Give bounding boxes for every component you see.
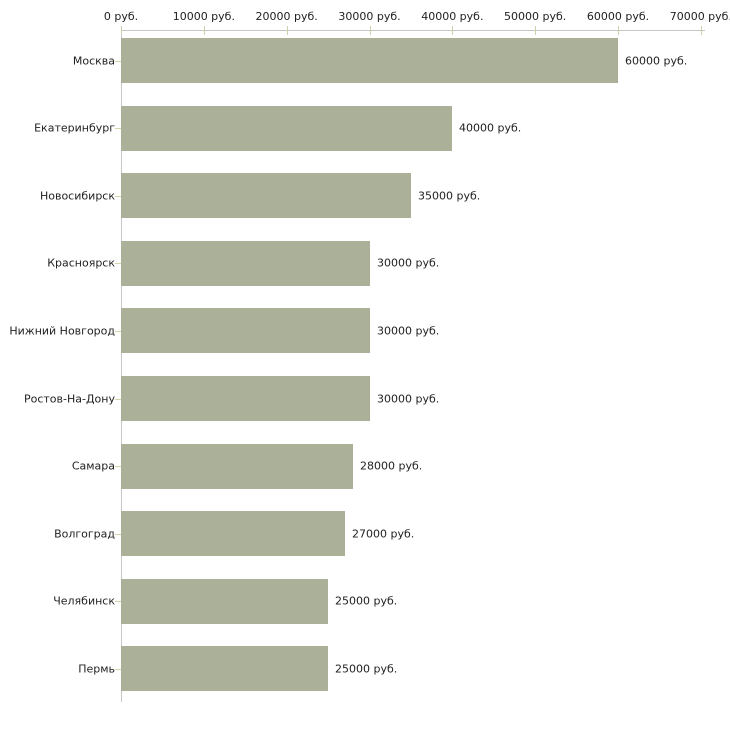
value-label: 30000 руб. [377, 256, 440, 270]
bar [121, 240, 370, 286]
category-tick-mark [115, 196, 121, 197]
value-label: 40000 руб. [459, 121, 522, 135]
x-tick-mark [701, 26, 702, 35]
category-tick-mark [115, 534, 121, 535]
x-tick-mark [121, 26, 122, 35]
category-label: Москва [72, 54, 115, 67]
x-tick-label: 20000 руб. [255, 10, 318, 23]
category-label: Новосибирск [39, 189, 115, 203]
x-tick-label: 60000 руб. [586, 10, 650, 23]
y-axis-line [121, 30, 122, 703]
category-label: Ростов-На-Дону [23, 392, 115, 405]
bar [121, 105, 452, 151]
category-tick-mark [115, 669, 121, 670]
value-label: 27000 руб. [352, 527, 415, 541]
x-tick-mark [452, 26, 453, 35]
category-label: Челябинск [53, 594, 115, 608]
category-label: Нижний Новгород [9, 324, 115, 338]
x-tick-mark [618, 26, 619, 35]
bar [121, 308, 370, 354]
category-tick-mark [115, 263, 121, 264]
category-label: Екатеринбург [34, 121, 115, 135]
category-tick-mark [115, 601, 121, 602]
category-tick-mark [115, 466, 121, 467]
bar [121, 376, 370, 421]
bar [121, 443, 353, 489]
category-tick-mark [115, 128, 121, 129]
x-tick-label: 0 руб. [103, 10, 139, 23]
category-tick-mark [115, 399, 121, 400]
value-label: 30000 руб. [377, 392, 440, 405]
bar [121, 173, 411, 219]
x-tick-mark [370, 26, 371, 35]
x-axis-line [121, 30, 705, 31]
value-label: 25000 руб. [335, 594, 398, 608]
category-label: Самара [71, 459, 115, 473]
x-tick-mark [204, 26, 205, 35]
value-label: 30000 руб. [377, 324, 440, 338]
bar [121, 578, 328, 624]
bar [121, 646, 328, 692]
x-tick-mark [535, 26, 536, 35]
category-label: Красноярск [47, 256, 115, 270]
bar [121, 38, 618, 83]
x-tick-mark [287, 26, 288, 35]
x-tick-label: 30000 руб. [338, 10, 401, 23]
category-tick-mark [115, 331, 121, 332]
category-label: Волгоград [54, 527, 115, 541]
value-label: 35000 руб. [418, 189, 481, 203]
value-label: 25000 руб. [335, 662, 398, 676]
category-tick-mark [115, 61, 121, 62]
x-tick-label: 50000 руб. [504, 10, 567, 23]
category-label: Пермь [78, 662, 115, 676]
bar [121, 511, 345, 557]
value-label: 28000 руб. [360, 459, 423, 473]
x-tick-label: 70000 руб. [669, 10, 730, 23]
x-tick-label: 40000 руб. [421, 10, 484, 23]
value-label: 60000 руб. [625, 54, 688, 67]
x-tick-label: 10000 руб. [172, 10, 235, 23]
